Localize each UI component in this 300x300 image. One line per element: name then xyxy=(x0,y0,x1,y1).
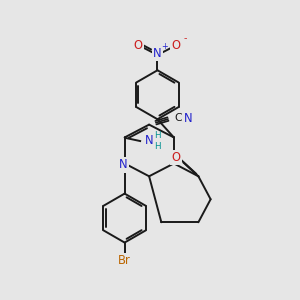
Text: O: O xyxy=(172,151,181,164)
Text: O: O xyxy=(172,39,181,52)
Text: +: + xyxy=(161,43,167,52)
Text: C: C xyxy=(174,113,182,123)
Text: Br: Br xyxy=(118,254,131,267)
Text: H: H xyxy=(154,130,161,140)
Text: N: N xyxy=(145,134,153,147)
Text: O: O xyxy=(134,39,143,52)
Text: N: N xyxy=(153,47,162,60)
Text: -: - xyxy=(183,34,187,43)
Text: N: N xyxy=(184,112,192,124)
Text: H: H xyxy=(154,142,161,151)
Text: N: N xyxy=(119,158,128,171)
